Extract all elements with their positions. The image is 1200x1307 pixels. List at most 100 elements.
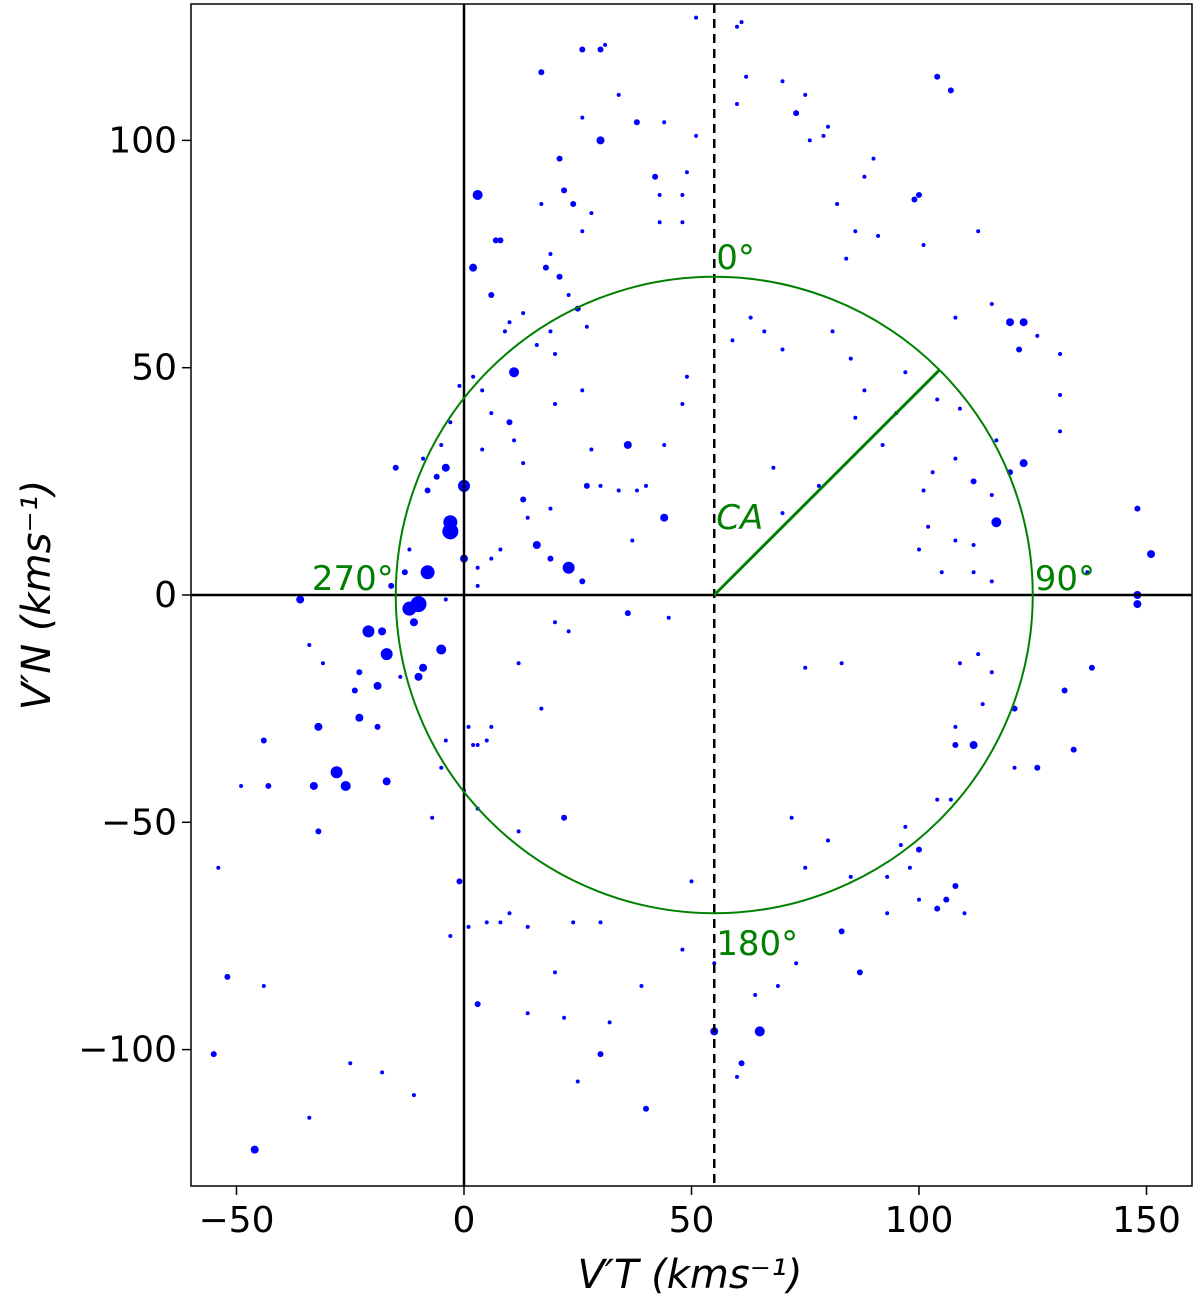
ca-circle (394, 275, 1034, 915)
data-point (969, 741, 978, 750)
data-point (735, 102, 739, 107)
data-point (265, 782, 272, 789)
data-point (880, 442, 885, 447)
data-point (607, 1020, 612, 1025)
data-point (917, 897, 921, 902)
data-point (935, 797, 940, 802)
data-point (775, 983, 780, 988)
data-point (907, 865, 912, 870)
data-point (1134, 505, 1141, 512)
data-point (392, 464, 399, 471)
x-axis-label: V′T (kms⁻¹) (578, 1252, 803, 1298)
data-point (441, 463, 450, 472)
data-point (1058, 429, 1063, 434)
data-point (224, 973, 231, 980)
data-point (871, 156, 876, 161)
data-point (953, 538, 958, 543)
data-point (488, 291, 495, 298)
data-point (754, 1026, 765, 1037)
data-point (570, 201, 577, 208)
data-point (853, 229, 858, 234)
data-point (407, 547, 412, 552)
data-point (771, 465, 776, 470)
data-point (457, 383, 462, 388)
data-point (989, 302, 994, 307)
data-point (1070, 746, 1077, 753)
data-point (603, 42, 608, 47)
data-point (475, 583, 480, 588)
data-point (684, 374, 689, 379)
data-point (952, 742, 959, 749)
data-point (548, 506, 553, 511)
data-point (934, 905, 941, 912)
data-point (816, 483, 821, 488)
data-point (807, 138, 812, 143)
x-tick-label: −50 (199, 1200, 275, 1241)
data-point (489, 724, 494, 729)
data-point (821, 133, 826, 138)
data-point (356, 669, 363, 676)
data-point (380, 648, 393, 661)
data-point (433, 473, 440, 480)
data-point (548, 329, 553, 334)
data-point (409, 618, 418, 627)
data-point (976, 229, 981, 234)
data-point (512, 438, 517, 443)
data-point (680, 947, 685, 952)
data-point (424, 487, 431, 494)
data-point (735, 24, 739, 29)
data-point (793, 110, 800, 117)
data-point (853, 415, 858, 420)
data-point (539, 706, 544, 711)
data-point (378, 627, 387, 636)
data-point (962, 911, 967, 916)
data-point (210, 1051, 217, 1058)
data-point (374, 723, 381, 730)
y-tick-label: 0 (154, 575, 177, 616)
data-point (935, 397, 940, 402)
data-point (660, 513, 669, 522)
data-point (930, 470, 935, 475)
data-point (953, 315, 958, 320)
data-point (623, 440, 632, 449)
circle-label-270: 270° (312, 559, 394, 599)
data-point (439, 442, 444, 447)
data-point (838, 928, 845, 935)
data-point (556, 155, 563, 162)
y-axis-label: V′N (kms⁻¹) (14, 480, 60, 710)
data-point (398, 674, 403, 679)
data-point (862, 174, 867, 179)
data-point (466, 924, 471, 929)
data-point (239, 783, 244, 788)
data-point (525, 1011, 530, 1016)
data-point (480, 447, 485, 452)
data-point (442, 523, 459, 540)
data-point (296, 595, 305, 604)
data-point (502, 329, 507, 334)
data-point (330, 766, 343, 779)
data-point (921, 488, 926, 493)
data-point (826, 124, 830, 129)
data-point (1019, 459, 1028, 468)
y-tick-label: 50 (131, 348, 177, 389)
data-point (991, 517, 1002, 528)
data-point (1133, 600, 1142, 609)
data-point (421, 456, 426, 461)
data-point (1058, 352, 1063, 357)
data-point (953, 724, 958, 729)
x-tick-label: 100 (885, 1200, 954, 1241)
data-point (780, 347, 785, 352)
data-point (662, 442, 667, 447)
data-point (472, 189, 483, 200)
data-point (598, 920, 603, 925)
data-point (309, 781, 318, 790)
data-point (989, 670, 994, 675)
data-point (780, 79, 785, 84)
data-point (976, 652, 981, 657)
data-point (315, 828, 322, 835)
data-point (553, 352, 557, 357)
data-point (735, 1074, 739, 1079)
data-point (948, 797, 953, 802)
data-point (307, 1115, 312, 1120)
